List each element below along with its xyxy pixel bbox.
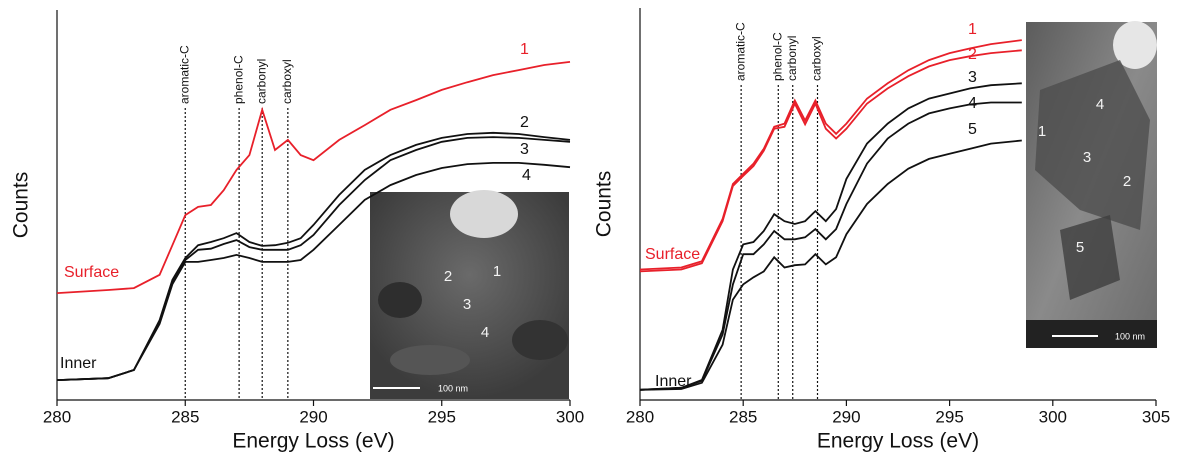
reference-label: carboxyl xyxy=(280,59,294,104)
inset-label: 3 xyxy=(463,296,471,313)
spectrum-line xyxy=(56,162,571,381)
x-axis-label: Energy Loss (eV) xyxy=(817,430,979,453)
annotation: Inner xyxy=(60,355,97,372)
reference-label: aromatic-C xyxy=(177,45,191,104)
x-tick-label: 300 xyxy=(1039,407,1067,426)
inset-label: 1 xyxy=(493,263,501,280)
annotation: Surface xyxy=(64,264,119,281)
spectrum-line xyxy=(639,82,1022,391)
reference-label: carbonyl xyxy=(785,36,799,81)
scale-bar-label: 100 nm xyxy=(1115,331,1145,341)
x-tick-label: 290 xyxy=(299,407,327,426)
line-label: 5 xyxy=(968,121,977,138)
x-tick-label: 285 xyxy=(729,407,757,426)
x-axis-label: Energy Loss (eV) xyxy=(232,430,394,453)
annotation: Surface xyxy=(645,246,700,263)
x-tick-label: 290 xyxy=(832,407,860,426)
reference-label: phenol-C xyxy=(770,32,784,81)
x-tick-label: 285 xyxy=(171,407,199,426)
x-tick-label: 295 xyxy=(935,407,963,426)
inset-label: 2 xyxy=(1123,173,1131,190)
line-label: 2 xyxy=(968,46,977,63)
spectrum-line xyxy=(639,101,1022,391)
x-tick-label: 280 xyxy=(626,407,654,426)
line-label: 4 xyxy=(968,95,977,112)
line-label: 1 xyxy=(520,41,529,58)
inset-image xyxy=(370,190,569,399)
line-label: 1 xyxy=(968,21,977,38)
x-tick-label: 300 xyxy=(556,407,584,426)
line-label: 3 xyxy=(520,141,529,158)
spectrum-line xyxy=(639,49,1022,273)
spectrum-line xyxy=(639,139,1022,391)
x-tick-label: 280 xyxy=(43,407,71,426)
x-tick-label: 295 xyxy=(428,407,456,426)
line-label: 2 xyxy=(520,114,529,131)
reference-label: carboxyl xyxy=(810,36,824,81)
x-tick-label: 305 xyxy=(1142,407,1170,426)
inset-label: 3 xyxy=(1083,149,1091,166)
inset-label: 2 xyxy=(444,268,452,285)
annotation: Inner xyxy=(655,373,692,390)
y-axis-label: Counts xyxy=(593,171,616,238)
line-label: 3 xyxy=(968,69,977,86)
reference-label: carbonyl xyxy=(254,59,268,104)
inset-label: 4 xyxy=(481,324,489,341)
reference-label: aromatic-C xyxy=(733,22,747,81)
inset-label: 1 xyxy=(1038,123,1046,140)
spectrum-line xyxy=(56,136,571,381)
scale-bar-label: 100 nm xyxy=(438,383,468,393)
spectrum-line xyxy=(56,131,571,381)
inset-label: 5 xyxy=(1076,239,1084,256)
inset-image xyxy=(1026,21,1157,348)
y-axis-label: Counts xyxy=(10,172,33,239)
inset-label: 4 xyxy=(1096,96,1104,113)
reference-label: phenol-C xyxy=(231,55,245,104)
line-label: 4 xyxy=(522,167,531,184)
spectrum-line xyxy=(56,61,571,294)
